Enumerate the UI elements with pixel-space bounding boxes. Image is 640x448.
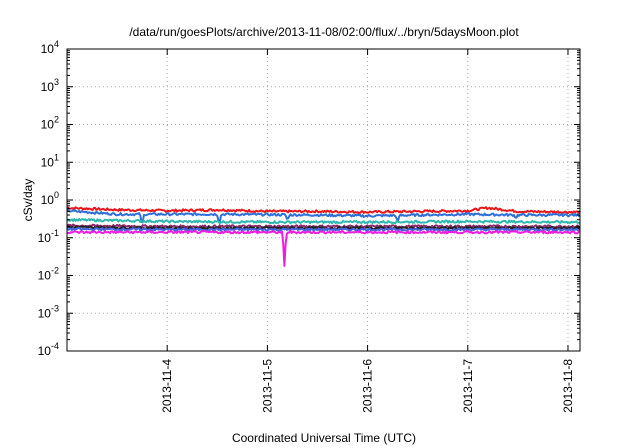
x-tick-label: 2013-11-4 xyxy=(160,359,174,413)
x-tick-label: 2013-11-5 xyxy=(260,359,274,413)
y-tick-label: 103 xyxy=(41,77,59,94)
x-axis-label: Coordinated Universal Time (UTC) xyxy=(232,431,416,445)
series-line-3 xyxy=(66,217,581,225)
series-line-2 xyxy=(66,208,581,225)
y-tick-label: 100 xyxy=(41,190,59,207)
y-tick-label: 101 xyxy=(41,152,59,169)
grid xyxy=(67,49,580,351)
x-axis: 2013-11-4 2013-11-5 2013-11-6 2013-11-7 2013… xyxy=(160,49,575,413)
y-axis-label: cSv/day xyxy=(21,179,35,222)
y-tick-label: 10-3 xyxy=(38,303,59,320)
series-line-1 xyxy=(66,206,581,215)
plot-area xyxy=(66,206,581,267)
y-tick-label: 10-1 xyxy=(38,228,59,245)
y-tick-label: 102 xyxy=(41,115,59,132)
x-tick-label: 2013-11-6 xyxy=(361,359,375,413)
x-tick-label: 2013-11-7 xyxy=(461,359,475,413)
y-tick-label: 10-2 xyxy=(38,266,59,283)
series-line-6 xyxy=(66,227,581,232)
y-tick-label: 10-4 xyxy=(38,341,59,358)
y-axis: 10-4 10-3 10-2 10-1 100 101 102 103 104 xyxy=(38,39,580,358)
series-line-7 xyxy=(66,230,581,267)
x-tick-label: 2013-11-8 xyxy=(561,359,575,413)
y-tick-label: 104 xyxy=(41,39,59,56)
chart-title: /data/run/goesPlots/archive/2013-11-08/0… xyxy=(129,25,519,39)
